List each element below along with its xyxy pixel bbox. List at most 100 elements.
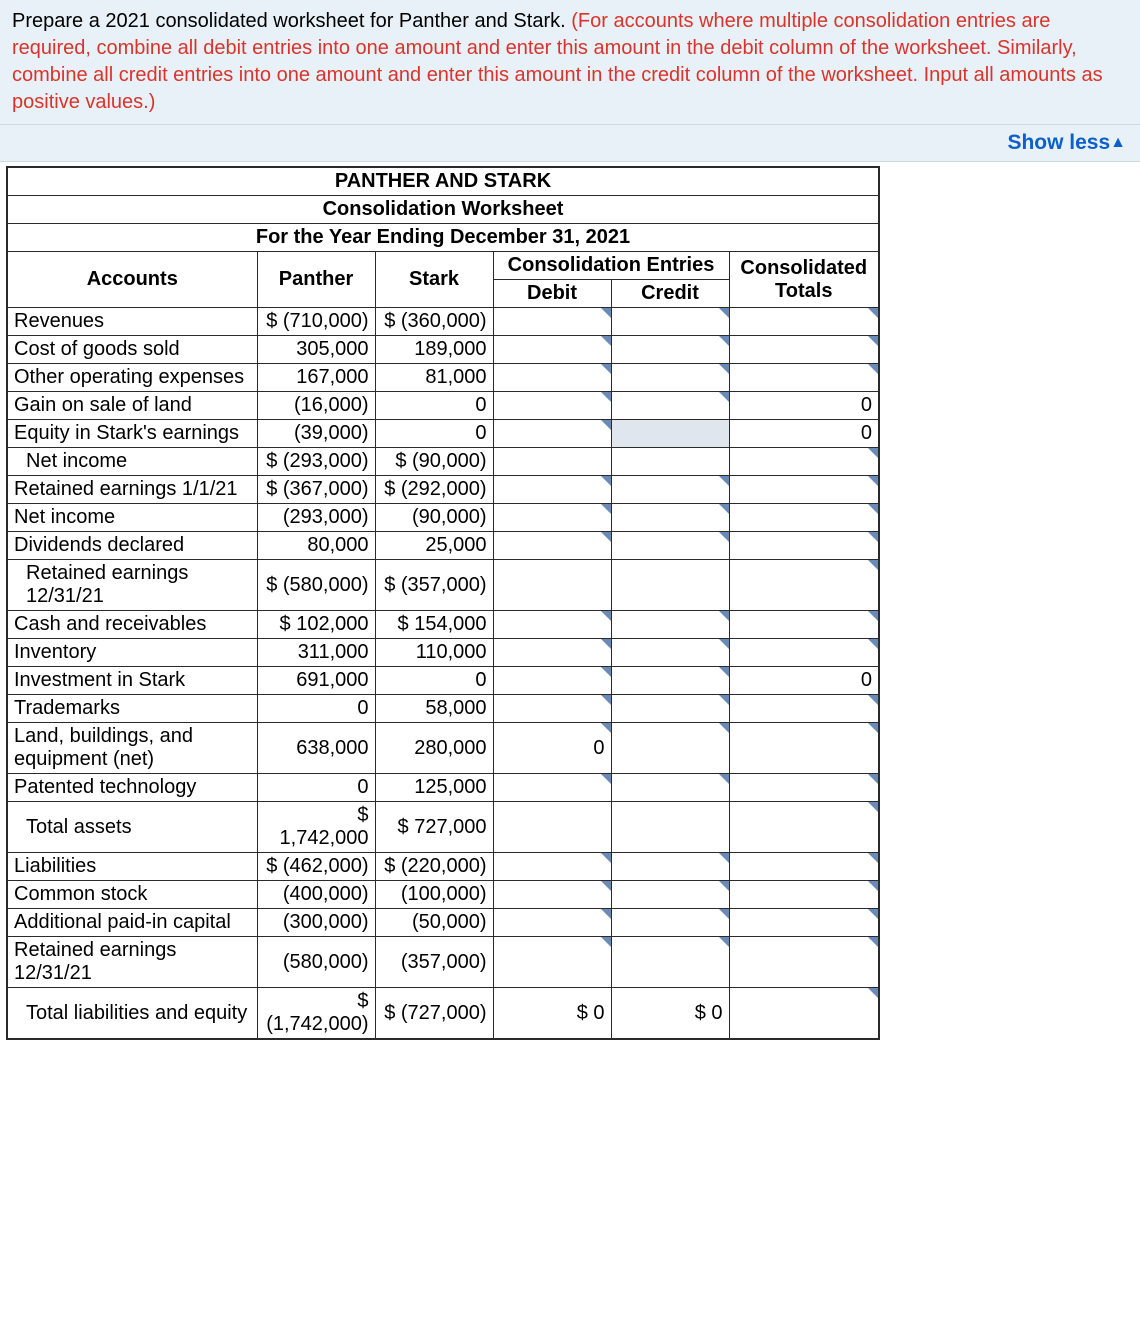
stark-value: $ (357,000) (375, 560, 493, 611)
table-row: Net income$ (293,000)$ (90,000) (7, 448, 879, 476)
panther-value: $ (1,742,000) (257, 988, 375, 1040)
debit-input[interactable] (493, 774, 611, 802)
table-row: Cash and receivables$ 102,000$ 154,000 (7, 611, 879, 639)
instruction-box: Prepare a 2021 consolidated worksheet fo… (0, 0, 1140, 125)
debit-input[interactable] (493, 532, 611, 560)
credit-input[interactable] (611, 476, 729, 504)
credit-input[interactable] (611, 336, 729, 364)
debit-input[interactable] (493, 667, 611, 695)
stark-value: $ (727,000) (375, 988, 493, 1040)
credit-input-value (612, 337, 729, 363)
col-header-consolidation-entries: Consolidation Entries (493, 252, 729, 280)
total-input[interactable] (729, 448, 879, 476)
credit-input[interactable] (611, 392, 729, 420)
total-input[interactable] (729, 639, 879, 667)
total-input[interactable] (729, 774, 879, 802)
table-row: Retained earnings 12/31/21$ (580,000)$ (… (7, 560, 879, 611)
stark-value: 280,000 (375, 723, 493, 774)
credit-input[interactable] (611, 853, 729, 881)
total-input-value (730, 309, 879, 335)
debit-input[interactable] (493, 504, 611, 532)
total-input[interactable] (729, 853, 879, 881)
credit-input[interactable] (611, 774, 729, 802)
total-input-value (730, 1000, 879, 1026)
total-input[interactable] (729, 364, 879, 392)
debit-input[interactable] (493, 937, 611, 988)
debit-input[interactable] (493, 853, 611, 881)
debit-input[interactable] (493, 420, 611, 448)
debit-input[interactable] (493, 639, 611, 667)
credit-input-value (612, 910, 729, 936)
credit-input-value (612, 365, 729, 391)
table-row: Investment in Stark691,00000 (7, 667, 879, 695)
debit-input[interactable] (493, 308, 611, 336)
debit-input[interactable] (493, 611, 611, 639)
table-row: Liabilities$ (462,000)$ (220,000) (7, 853, 879, 881)
account-label: Retained earnings 12/31/21 (7, 937, 257, 988)
panther-value: $ 1,742,000 (257, 802, 375, 853)
total-input[interactable] (729, 988, 879, 1040)
stark-value: (357,000) (375, 937, 493, 988)
total-input[interactable] (729, 560, 879, 611)
table-title-period: For the Year Ending December 31, 2021 (7, 224, 879, 252)
debit-input[interactable] (493, 881, 611, 909)
stark-value: 0 (375, 392, 493, 420)
credit-input[interactable] (611, 695, 729, 723)
total-input[interactable] (729, 504, 879, 532)
debit-input[interactable] (493, 392, 611, 420)
credit-input[interactable] (611, 881, 729, 909)
credit-input[interactable] (611, 639, 729, 667)
credit-input[interactable] (611, 937, 729, 988)
total-input[interactable] (729, 336, 879, 364)
instruction-black: Prepare a 2021 consolidated worksheet fo… (12, 10, 571, 32)
credit-input-value (612, 309, 729, 335)
account-label: Total liabilities and equity (7, 988, 257, 1040)
total-input[interactable] (729, 532, 879, 560)
debit-input[interactable]: 0 (493, 723, 611, 774)
total-input[interactable] (729, 476, 879, 504)
table-row: Additional paid-in capital(300,000)(50,0… (7, 909, 879, 937)
credit-input[interactable] (611, 308, 729, 336)
account-label: Trademarks (7, 695, 257, 723)
debit-input[interactable] (493, 476, 611, 504)
debit-input[interactable] (493, 909, 611, 937)
debit-input[interactable] (493, 695, 611, 723)
consolidation-worksheet-table: PANTHER AND STARK Consolidation Workshee… (6, 166, 880, 1040)
credit-input[interactable] (611, 723, 729, 774)
panther-value: 0 (257, 774, 375, 802)
credit-input[interactable] (611, 611, 729, 639)
debit-input[interactable] (493, 336, 611, 364)
credit-input-value (612, 505, 729, 531)
total-input[interactable] (729, 723, 879, 774)
credit-input[interactable] (611, 364, 729, 392)
total-input[interactable] (729, 909, 879, 937)
credit-input[interactable] (611, 504, 729, 532)
credit-input-value (612, 668, 729, 694)
credit-input-value (612, 882, 729, 908)
stark-value: (90,000) (375, 504, 493, 532)
total-input[interactable] (729, 695, 879, 723)
total-input[interactable] (729, 611, 879, 639)
stark-value: 110,000 (375, 639, 493, 667)
stark-value: $ (220,000) (375, 853, 493, 881)
table-row: Total assets$ 1,742,000$ 727,000 (7, 802, 879, 853)
total-input-value (730, 854, 879, 880)
credit-input[interactable] (611, 667, 729, 695)
show-less-toggle[interactable]: Show less▲ (1007, 131, 1126, 154)
stark-value: 81,000 (375, 364, 493, 392)
debit-input-value (494, 393, 611, 419)
total-input[interactable] (729, 802, 879, 853)
stark-value: (100,000) (375, 881, 493, 909)
stark-value: 0 (375, 420, 493, 448)
col-header-totals: Consolidated Totals (729, 252, 879, 308)
total-input[interactable] (729, 308, 879, 336)
credit-input[interactable] (611, 532, 729, 560)
total-input[interactable] (729, 881, 879, 909)
table-row: Dividends declared80,00025,000 (7, 532, 879, 560)
total-input[interactable] (729, 937, 879, 988)
credit-blank (611, 802, 729, 853)
total-input-value (730, 337, 879, 363)
credit-input[interactable] (611, 909, 729, 937)
table-row: Net income(293,000)(90,000) (7, 504, 879, 532)
debit-input[interactable] (493, 364, 611, 392)
